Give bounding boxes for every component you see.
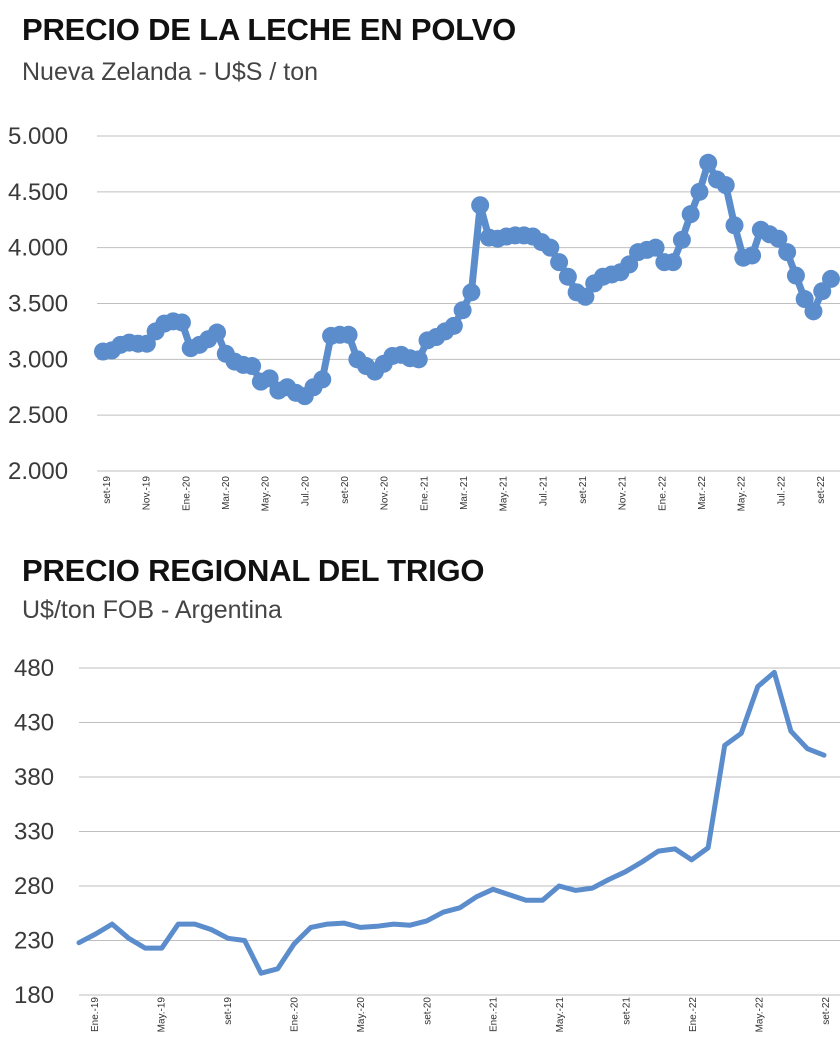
data-point (339, 325, 358, 344)
x-tick-label: set-19 (223, 997, 234, 1025)
x-tick-label: set-22 (821, 997, 832, 1025)
x-tick-label: set-20 (422, 997, 433, 1025)
x-tick-label: set-21 (578, 476, 589, 504)
series-line (99, 159, 835, 400)
x-tick-label: Ene.-20 (181, 476, 192, 511)
data-point (822, 269, 840, 288)
x-tick-label: May.-20 (356, 997, 367, 1033)
chart2-title: PRECIO REGIONAL DEL TRIGO (22, 553, 485, 588)
x-tick-label: Ene.-22 (688, 997, 699, 1032)
wheat-price-chart: 480 430 380 330 280 230 180 Ene.-19 May.-19 set-1… (14, 655, 840, 1033)
y-tick-label: 3.500 (8, 291, 68, 318)
x-tick-label: Nov.-19 (142, 476, 153, 511)
milk-powder-price-chart: 5.000 4.500 4.000 3.500 3.000 2.500 2.000 set-1… (8, 123, 840, 512)
chart1-title: PRECIO DE LA LECHE EN POLVO (22, 12, 517, 47)
x-tick-label: May.-21 (499, 476, 510, 512)
y-tick-label: 4.500 (8, 179, 68, 206)
data-point (769, 229, 788, 248)
y-tick-label: 5.000 (8, 123, 68, 150)
data-point (172, 313, 191, 332)
x-tick-label: Ene.-22 (657, 476, 668, 511)
x-tick-label: Jul.-21 (538, 476, 549, 506)
data-point (453, 301, 472, 320)
x-tick-label: Nov.-21 (618, 476, 629, 511)
y-tick-label: 180 (14, 982, 54, 1009)
data-point (786, 266, 805, 285)
data-point (804, 302, 823, 321)
data-point (409, 350, 428, 369)
data-point (471, 196, 490, 215)
y-tick-label: 2.500 (8, 402, 68, 429)
x-tick-label: Mar.-20 (221, 476, 232, 510)
data-point (778, 243, 797, 262)
data-point (743, 246, 762, 265)
data-point (462, 283, 481, 302)
x-tick-label: set-21 (622, 997, 633, 1025)
y-tick-label: 380 (14, 764, 54, 791)
y-tick-label: 4.000 (8, 235, 68, 262)
data-point (576, 287, 595, 306)
x-tick-label: May.-22 (755, 997, 766, 1033)
y-tick-label: 230 (14, 928, 54, 955)
x-tick-label: Ene.-21 (419, 476, 430, 511)
x-tick-label: May.-20 (261, 476, 272, 512)
data-point (646, 238, 665, 257)
data-point (541, 238, 560, 257)
x-tick-label: Nov.-20 (380, 476, 391, 511)
x-tick-label: May.-21 (555, 997, 566, 1033)
x-tick-label: Ene.-19 (90, 997, 101, 1032)
x-tick-label: Jul.-22 (776, 476, 787, 506)
x-tick-label: Ene.-20 (289, 997, 300, 1032)
y-tick-label: 430 (14, 710, 54, 737)
data-point (664, 253, 683, 272)
data-point (716, 176, 735, 195)
y-tick-label: 2.000 (8, 458, 68, 485)
y-tick-label: 330 (14, 819, 54, 846)
x-tick-label: set-19 (102, 476, 113, 504)
series-line (76, 669, 827, 976)
data-point (313, 370, 332, 389)
x-tick-label: Mar.-21 (459, 476, 470, 510)
data-point (725, 216, 744, 235)
data-point (208, 323, 227, 342)
x-tick-label: set-20 (340, 476, 351, 504)
x-tick-label: May.-22 (737, 476, 748, 512)
y-tick-label: 280 (14, 873, 54, 900)
chart1-subtitle: Nueva Zelanda - U$S / ton (22, 58, 318, 86)
x-tick-label: Ene.-21 (489, 997, 500, 1032)
data-point (681, 205, 700, 224)
x-tick-label: Mar.-22 (697, 476, 708, 510)
x-tick-label: set-22 (816, 476, 827, 504)
x-tick-label: May.-19 (156, 997, 167, 1033)
data-point (672, 230, 691, 249)
data-point (550, 253, 569, 272)
x-tick-label: Jul.-20 (300, 476, 311, 506)
data-point (444, 316, 463, 335)
y-tick-label: 3.000 (8, 346, 68, 373)
chart2-subtitle: U$/ton FOB - Argentina (22, 596, 282, 624)
data-point (699, 153, 718, 172)
y-tick-label: 480 (14, 655, 54, 682)
data-point (558, 267, 577, 286)
data-point (243, 357, 262, 376)
data-point (690, 182, 709, 201)
